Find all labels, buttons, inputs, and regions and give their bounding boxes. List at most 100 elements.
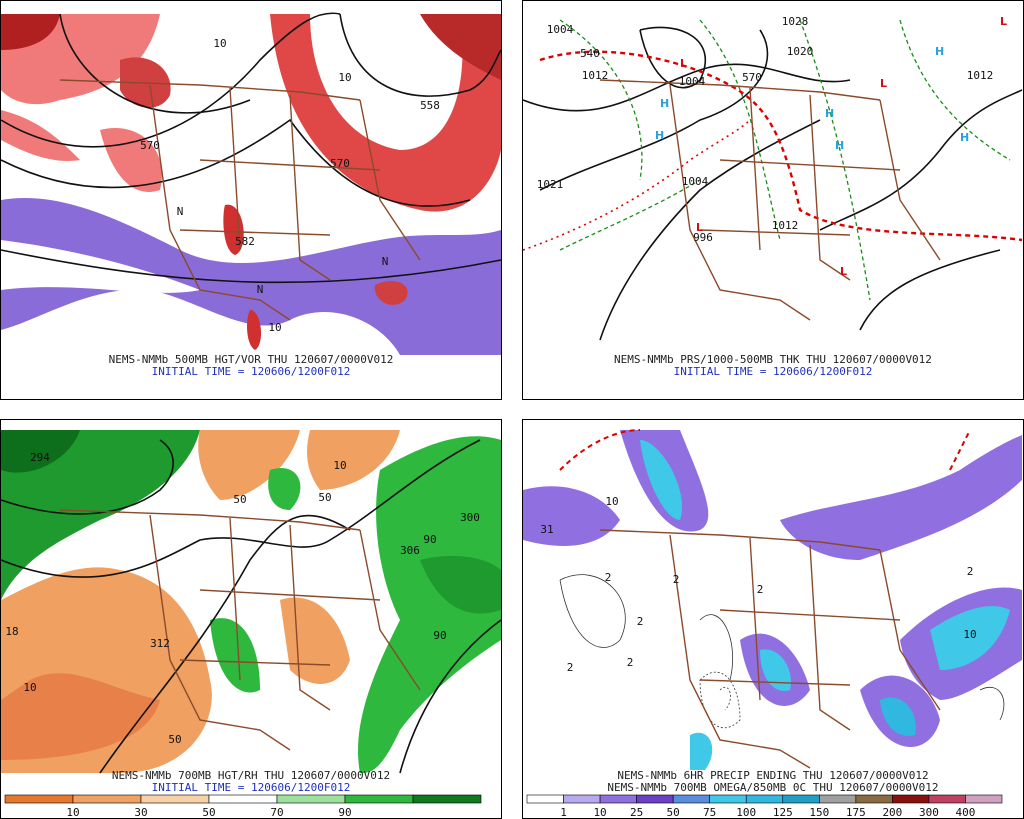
svg-text:L: L xyxy=(1000,15,1007,28)
contour-label: 1012 xyxy=(582,69,609,82)
colorbar-swatch xyxy=(276,794,346,804)
colorbar-swatch xyxy=(745,794,784,804)
colorbar-label: 30 xyxy=(134,806,147,819)
colorbar-swatch xyxy=(412,794,482,804)
initial-time: INITIAL TIME = 120606/1200F012 xyxy=(674,365,873,378)
contour-label: 570 xyxy=(140,139,160,152)
contour-label: 570 xyxy=(330,157,350,170)
contour-label: 294 xyxy=(30,451,50,464)
map-700mb xyxy=(0,430,502,774)
contour-label: 1004 xyxy=(547,23,574,36)
map-caption: NEMS-NMMb 700MB HGT/RH THU 120607/0000V0… xyxy=(112,769,390,782)
colorbar-label: 1 xyxy=(560,806,567,819)
contour-label: 18 xyxy=(5,625,18,638)
svg-text:H: H xyxy=(825,107,834,120)
colorbar-swatch xyxy=(782,794,820,804)
captions: NEMS-NMMb 500MB HGT/VOR THU 120607/0000V… xyxy=(5,15,993,794)
map-caption: NEMS-NMMb PRS/1000-500MB THK THU 120607/… xyxy=(614,353,932,366)
colorbar-label: 90 xyxy=(338,806,351,819)
contour-label: 312 xyxy=(150,637,170,650)
colorbar-swatch xyxy=(892,794,930,804)
colorbar-swatch xyxy=(563,794,601,804)
contour-label: 2 xyxy=(567,661,574,674)
contour-label: N xyxy=(177,205,184,218)
contour-label: 996 xyxy=(693,231,713,244)
contour-label: 1004 xyxy=(682,175,709,188)
contour-label: 10 xyxy=(338,71,351,84)
colorbar-label: 50 xyxy=(667,806,680,819)
svg-text:L: L xyxy=(696,221,703,234)
svg-text:H: H xyxy=(935,45,944,58)
contour-label: 1020 xyxy=(787,45,814,58)
colorbar-label: 75 xyxy=(703,806,716,819)
contour-label: 2 xyxy=(757,583,764,596)
colorbar-label: 10 xyxy=(66,806,79,819)
map-caption: NEMS-NMMb 6HR PRECIP ENDING THU 120607/0… xyxy=(617,769,928,782)
svg-text:H: H xyxy=(835,139,844,152)
colorbar-label: 300 xyxy=(919,806,939,819)
contour-label: 1021 xyxy=(537,178,564,191)
svg-text:H: H xyxy=(660,97,669,110)
contour-label: 50 xyxy=(168,733,181,746)
colorbar-swatch xyxy=(672,794,710,804)
colorbar-swatch xyxy=(928,794,966,804)
contour-label: 90 xyxy=(433,629,446,642)
contour-label: 10 xyxy=(333,459,346,472)
contour-label: 10 xyxy=(605,495,618,508)
colorbar-swatch xyxy=(819,794,857,804)
colorbar-label: 50 xyxy=(202,806,215,819)
svg-text:L: L xyxy=(680,57,687,70)
svg-text:L: L xyxy=(880,77,887,90)
colorbar-swatch xyxy=(636,794,674,804)
contour-label: 1012 xyxy=(772,219,799,232)
initial-time: INITIAL TIME = 120606/1200F012 xyxy=(152,365,351,378)
contour-label: 10 xyxy=(268,321,281,334)
colorbar-label: 175 xyxy=(846,806,866,819)
contour-label: N xyxy=(382,255,389,268)
contour-label: 2 xyxy=(605,571,612,584)
map-caption: NEMS-NMMb 700MB OMEGA/850MB 0C THU 12060… xyxy=(607,781,938,794)
contour-label: 10 xyxy=(963,628,976,641)
contour-label: 540 xyxy=(580,47,600,60)
colorbar-swatch xyxy=(344,794,414,804)
map-500mb xyxy=(0,12,502,355)
colorbar-swatch xyxy=(72,794,142,804)
contour-label: 2 xyxy=(673,573,680,586)
colorbar-label: 10 xyxy=(593,806,606,819)
colorbar-label: 200 xyxy=(882,806,902,819)
contour-label: 2 xyxy=(637,615,644,628)
contour-label: 2 xyxy=(627,656,634,669)
initial-time: INITIAL TIME = 120606/1200F012 xyxy=(152,781,351,794)
colorbar-swatch xyxy=(208,794,278,804)
map-caption: NEMS-NMMb 500MB HGT/VOR THU 120607/0000V… xyxy=(109,353,394,366)
panel-frame xyxy=(0,0,502,400)
contour-label: 1012 xyxy=(967,69,994,82)
colorbar-swatch xyxy=(855,794,893,804)
contour-label: 2 xyxy=(967,565,974,578)
contour-label: 50 xyxy=(318,491,331,504)
colorbar-label: 400 xyxy=(956,806,976,819)
svg-text:H: H xyxy=(655,129,664,142)
contour-label: 1028 xyxy=(782,15,809,28)
colorbar-label: 70 xyxy=(270,806,283,819)
svg-text:H: H xyxy=(960,131,969,144)
contour-label: 50 xyxy=(233,493,246,506)
contour-label: 90 xyxy=(423,533,436,546)
colorbar-label: 25 xyxy=(630,806,643,819)
contour-label: 558 xyxy=(420,99,440,112)
colorbar-swatch xyxy=(4,794,74,804)
contour-label: 10 xyxy=(213,37,226,50)
colorbar-label: 125 xyxy=(773,806,793,819)
svg-text:L: L xyxy=(840,265,847,278)
map-precip xyxy=(523,429,1023,770)
contour-label: 570 xyxy=(742,71,762,84)
contour-label: 300 xyxy=(460,511,480,524)
colorbar-swatch xyxy=(709,794,747,804)
colorbar-label: 100 xyxy=(736,806,756,819)
contour-label: 306 xyxy=(400,544,420,557)
colorbars: 10 30 50 70 90 1 10 25 50 75 100 125 150 175 200 300 400 xyxy=(4,794,1003,819)
contour-label: 31 xyxy=(540,523,553,536)
colorbar-swatch xyxy=(965,794,1003,804)
map-sfc: L L L L L H H H H H H xyxy=(522,14,1023,355)
